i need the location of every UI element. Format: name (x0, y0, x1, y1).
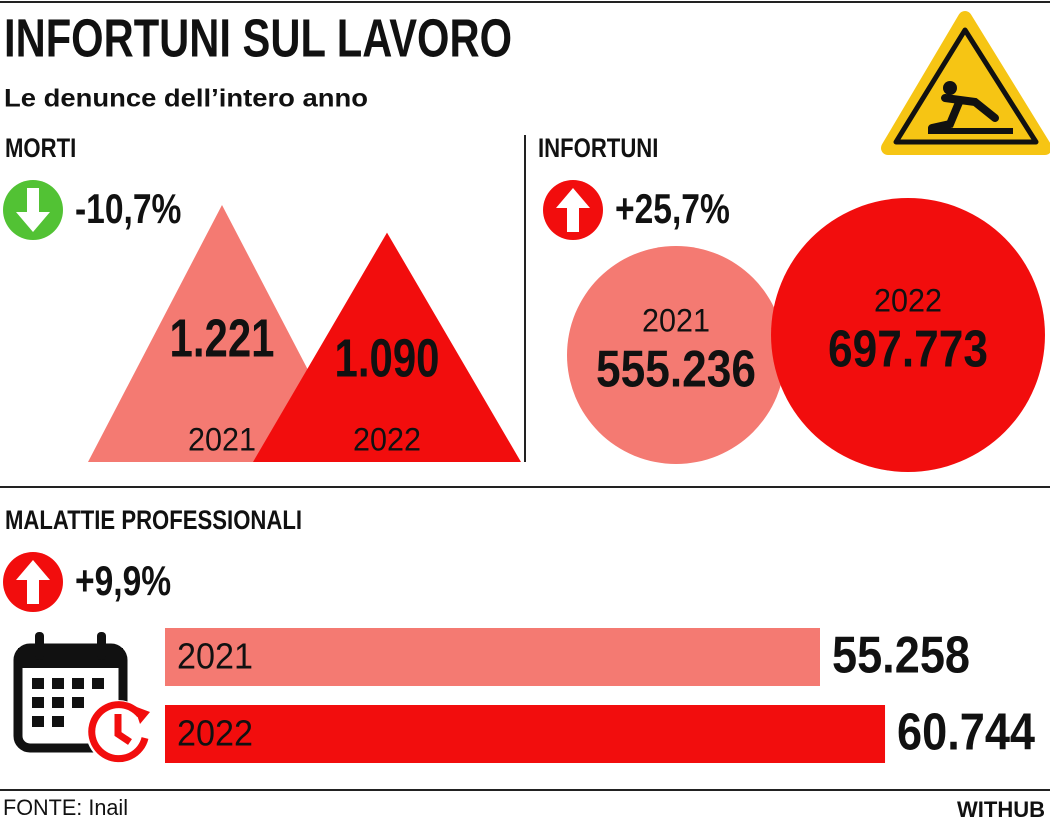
change-label: +25,7% (615, 187, 730, 233)
change-label: -10,7% (75, 187, 181, 233)
value-label: 1.221 (170, 308, 275, 368)
change-arrow (16, 188, 50, 232)
year-label: 2022 (353, 421, 421, 457)
section-title: MORTI (5, 134, 76, 164)
warning-icon (881, 11, 1050, 155)
bar (165, 705, 886, 763)
brand: WITHUB (957, 797, 1045, 822)
value-label: 1.090 (335, 328, 440, 388)
title: INFORTUNI SUL LAVORO (4, 8, 512, 68)
year-label: 2022 (177, 713, 253, 754)
year-label: 2021 (188, 421, 256, 457)
subtitle: Le denunce dell’intero anno (4, 85, 368, 113)
source: FONTE: Inail (3, 795, 128, 820)
bubble (567, 246, 785, 464)
year-label: 2022 (874, 282, 942, 318)
section-title: INFORTUNI (538, 134, 658, 164)
change-arrow (556, 188, 590, 232)
change-label: +9,9% (75, 559, 171, 605)
change-indicator (3, 180, 63, 240)
triangle (253, 232, 521, 462)
value-label: 55.258 (832, 627, 970, 685)
year-label: 2021 (177, 636, 253, 677)
triangle (88, 205, 356, 462)
change-indicator (543, 180, 603, 240)
section-title: MALATTIE PROFESSIONALI (5, 506, 302, 536)
value-label: 60.744 (897, 704, 1035, 762)
bar (165, 628, 820, 686)
value-label: 697.773 (828, 321, 988, 379)
calendar-icon (13, 632, 150, 764)
change-indicator (3, 552, 63, 612)
year-label: 2021 (642, 302, 710, 338)
bubble (771, 198, 1045, 472)
change-arrow (16, 560, 50, 604)
value-label: 555.236 (596, 341, 756, 399)
